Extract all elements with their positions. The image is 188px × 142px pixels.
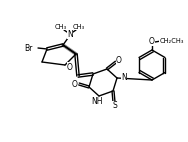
Text: CH₃: CH₃ xyxy=(55,24,67,30)
Text: O: O xyxy=(67,62,73,72)
Text: CH₂CH₃: CH₂CH₃ xyxy=(160,38,184,44)
Text: N: N xyxy=(67,30,73,38)
Text: S: S xyxy=(113,102,117,110)
Text: NH: NH xyxy=(91,98,103,106)
Text: O: O xyxy=(72,80,78,88)
Text: N: N xyxy=(121,73,127,82)
Text: CH₃: CH₃ xyxy=(73,24,85,30)
Text: O: O xyxy=(149,36,155,45)
Text: O: O xyxy=(116,56,122,64)
Text: Br: Br xyxy=(25,43,33,53)
